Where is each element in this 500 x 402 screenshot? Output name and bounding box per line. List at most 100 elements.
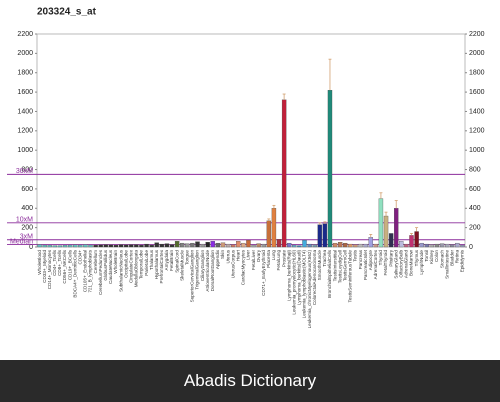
bar [129, 244, 134, 248]
y-tick-label: 1400 [17, 108, 33, 115]
x-tick-label: PrefrontalCortex [159, 249, 164, 283]
y-tick-label: 400 [21, 205, 33, 212]
x-tick-label: Epididymis [460, 249, 465, 272]
y-tick-label: 0 [29, 244, 33, 251]
x-tick-label: SmoothMuscle [317, 250, 322, 281]
x-tick-label: Heart [235, 249, 240, 261]
x-tick-label: MedullaOblongata [134, 250, 139, 288]
x-tick-label: BDCA4+_DentriticCells [72, 249, 77, 297]
x-tick-label: SkeletalMuscle [179, 250, 184, 281]
x-tick-label: WholeBrain [113, 250, 118, 274]
bar [93, 244, 98, 248]
bar [98, 244, 103, 248]
x-tick-label: 721_B_lymphoblasts [88, 249, 93, 292]
bar [450, 244, 455, 248]
x-tick-label: CaudateNucleus [108, 249, 113, 284]
x-tick-label: Thymus [414, 249, 419, 266]
bar [190, 242, 195, 248]
bar [144, 243, 149, 248]
bar [444, 243, 450, 248]
bar [429, 244, 435, 248]
y-tick-label: 2200 [17, 31, 33, 38]
x-tick-label: CingulateCortex [128, 249, 133, 283]
x-tick-label: Testis [353, 249, 358, 261]
bar [455, 242, 460, 248]
bar [134, 244, 139, 248]
bar [251, 244, 256, 248]
x-tick-label: Uterus [225, 249, 230, 263]
bar [292, 244, 297, 248]
x-tick-label: Trachea [322, 250, 327, 267]
bar [302, 240, 307, 248]
x-tick-label: TrigeminalGanglion [195, 250, 200, 290]
bar [185, 243, 190, 248]
x-tick-label: Lymphoma_burkitts(Raji) [286, 250, 291, 301]
y2-tick-label: 2000 [469, 50, 485, 57]
bar [154, 242, 159, 248]
x-tick-label: Amygdala [164, 250, 169, 271]
x-tick-label: Leukemia_lymphoblastic(MOLT4) [302, 250, 307, 319]
bar [241, 242, 246, 248]
bar [271, 208, 277, 248]
bar [332, 242, 338, 248]
bar [363, 243, 368, 248]
bar [419, 242, 424, 248]
bar [139, 244, 144, 248]
bar [343, 242, 348, 248]
bar [113, 244, 119, 248]
x-tick-label: Pituitary [388, 249, 393, 266]
y2-tick-label: 600 [469, 186, 481, 193]
bar [414, 231, 419, 248]
bar [287, 242, 292, 248]
bar [149, 244, 154, 248]
bar [42, 244, 47, 248]
x-tick-label: Hypothalamus [154, 249, 159, 279]
y-tick-label: 200 [21, 224, 33, 231]
bar [220, 242, 226, 248]
x-tick-label: TestisLeydigCell [337, 250, 342, 283]
y2-tick-label: 800 [469, 166, 481, 173]
bar [73, 244, 78, 248]
bar [123, 244, 129, 248]
x-tick-label: CD19+_BCells [67, 249, 72, 280]
bar [195, 241, 200, 248]
y-tick-label: 1600 [17, 89, 33, 96]
y-tick-label: 1200 [17, 128, 33, 135]
x-tick-label: FetalLiver [251, 250, 256, 271]
bar [337, 242, 343, 248]
bar [256, 243, 261, 248]
y2-tick-label: 0 [469, 244, 473, 251]
bar [409, 235, 414, 248]
bar [246, 240, 251, 248]
reference-label: 30xM [16, 168, 33, 175]
x-tick-label: PancreaticIslet [363, 249, 368, 280]
x-tick-label: CD8+_Tcells [57, 249, 62, 276]
x-tick-label: TestisInterstitial [332, 250, 337, 281]
bar [225, 243, 231, 248]
x-tick-label: BronchialEpithelialCells [327, 249, 332, 298]
x-tick-label: Adipocyte [368, 250, 373, 271]
x-tick-label: Stomach [439, 250, 444, 269]
x-tick-label: ParietalLobe [144, 250, 149, 276]
x-tick-label: Skin [220, 250, 225, 259]
bar [460, 244, 465, 248]
y-tick-label: 1000 [17, 147, 33, 154]
bar [230, 244, 236, 248]
x-tick-label: BoneMarrow [409, 249, 414, 276]
x-tick-label: Colon [434, 250, 439, 262]
bar [394, 208, 399, 248]
x-tick-label: FetalThyroid [383, 250, 388, 276]
x-tick-label: SuperiorCervicalGanglion [190, 250, 195, 303]
x-tick-label: CardiacMyocytes [241, 249, 246, 285]
x-tick-label: CiliaryGanglion [200, 250, 205, 282]
bar [434, 243, 440, 248]
x-tick-label: SalivaryGland [393, 250, 398, 279]
x-tick-label: Thyroid [378, 250, 383, 266]
y2-tick-label: 1800 [469, 70, 485, 77]
bar [358, 243, 363, 248]
x-tick-label: CerebellumPeduncles [98, 249, 103, 295]
footer: Abadis Dictionary [0, 360, 500, 402]
x-tick-label: Leukemia_promyelocytic(HL60) [292, 250, 297, 315]
y2-tick-label: 1400 [469, 108, 485, 115]
x-tick-label: CD33+_Myeloid [42, 250, 47, 283]
